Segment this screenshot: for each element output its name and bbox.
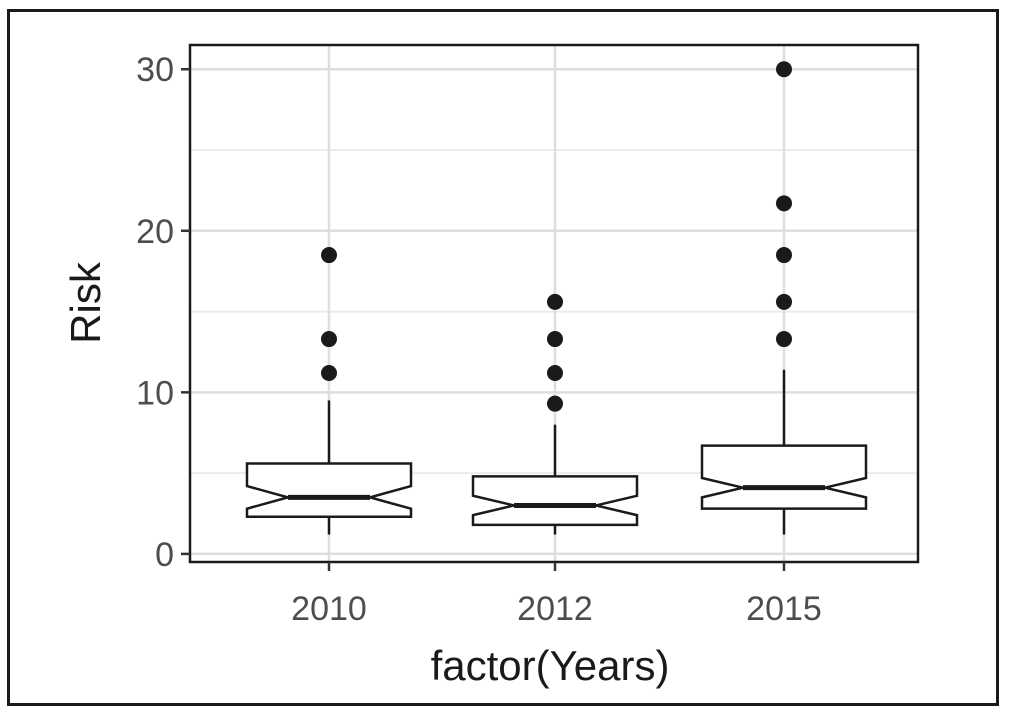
box-2015	[700, 61, 868, 535]
outlier-point	[547, 364, 563, 381]
y-tick-label: 20	[136, 213, 174, 251]
outlier-point	[776, 195, 792, 212]
outlier-point	[321, 247, 337, 264]
x-tick-label: 2010	[291, 590, 367, 628]
outlier-point	[547, 395, 563, 412]
outlier-point	[776, 247, 792, 264]
grid	[190, 45, 918, 562]
notched-box	[245, 462, 413, 519]
outlier-point	[547, 331, 563, 348]
outlier-point	[776, 293, 792, 310]
y-axis-title: Risk	[62, 261, 109, 344]
outlier-point	[321, 364, 337, 381]
notched-box	[700, 444, 868, 510]
outlier-point	[321, 331, 337, 348]
y-tick-label: 10	[136, 374, 174, 412]
box-2010	[245, 247, 413, 535]
x-tick-label: 2015	[746, 590, 822, 628]
notched-box	[471, 475, 639, 527]
y-tick-label: 30	[136, 51, 174, 89]
x-axis: 2010 2012 2015	[291, 562, 822, 628]
y-tick-label: 0	[155, 536, 174, 574]
outlier-point	[547, 293, 563, 310]
outlier-point	[776, 61, 792, 78]
x-tick-label: 2012	[517, 590, 593, 628]
outlier-point	[776, 331, 792, 348]
y-axis: 0 10 20 30	[136, 51, 190, 574]
x-axis-title: factor(Years)	[431, 642, 670, 689]
boxes	[245, 61, 868, 535]
box-2012	[471, 293, 639, 535]
